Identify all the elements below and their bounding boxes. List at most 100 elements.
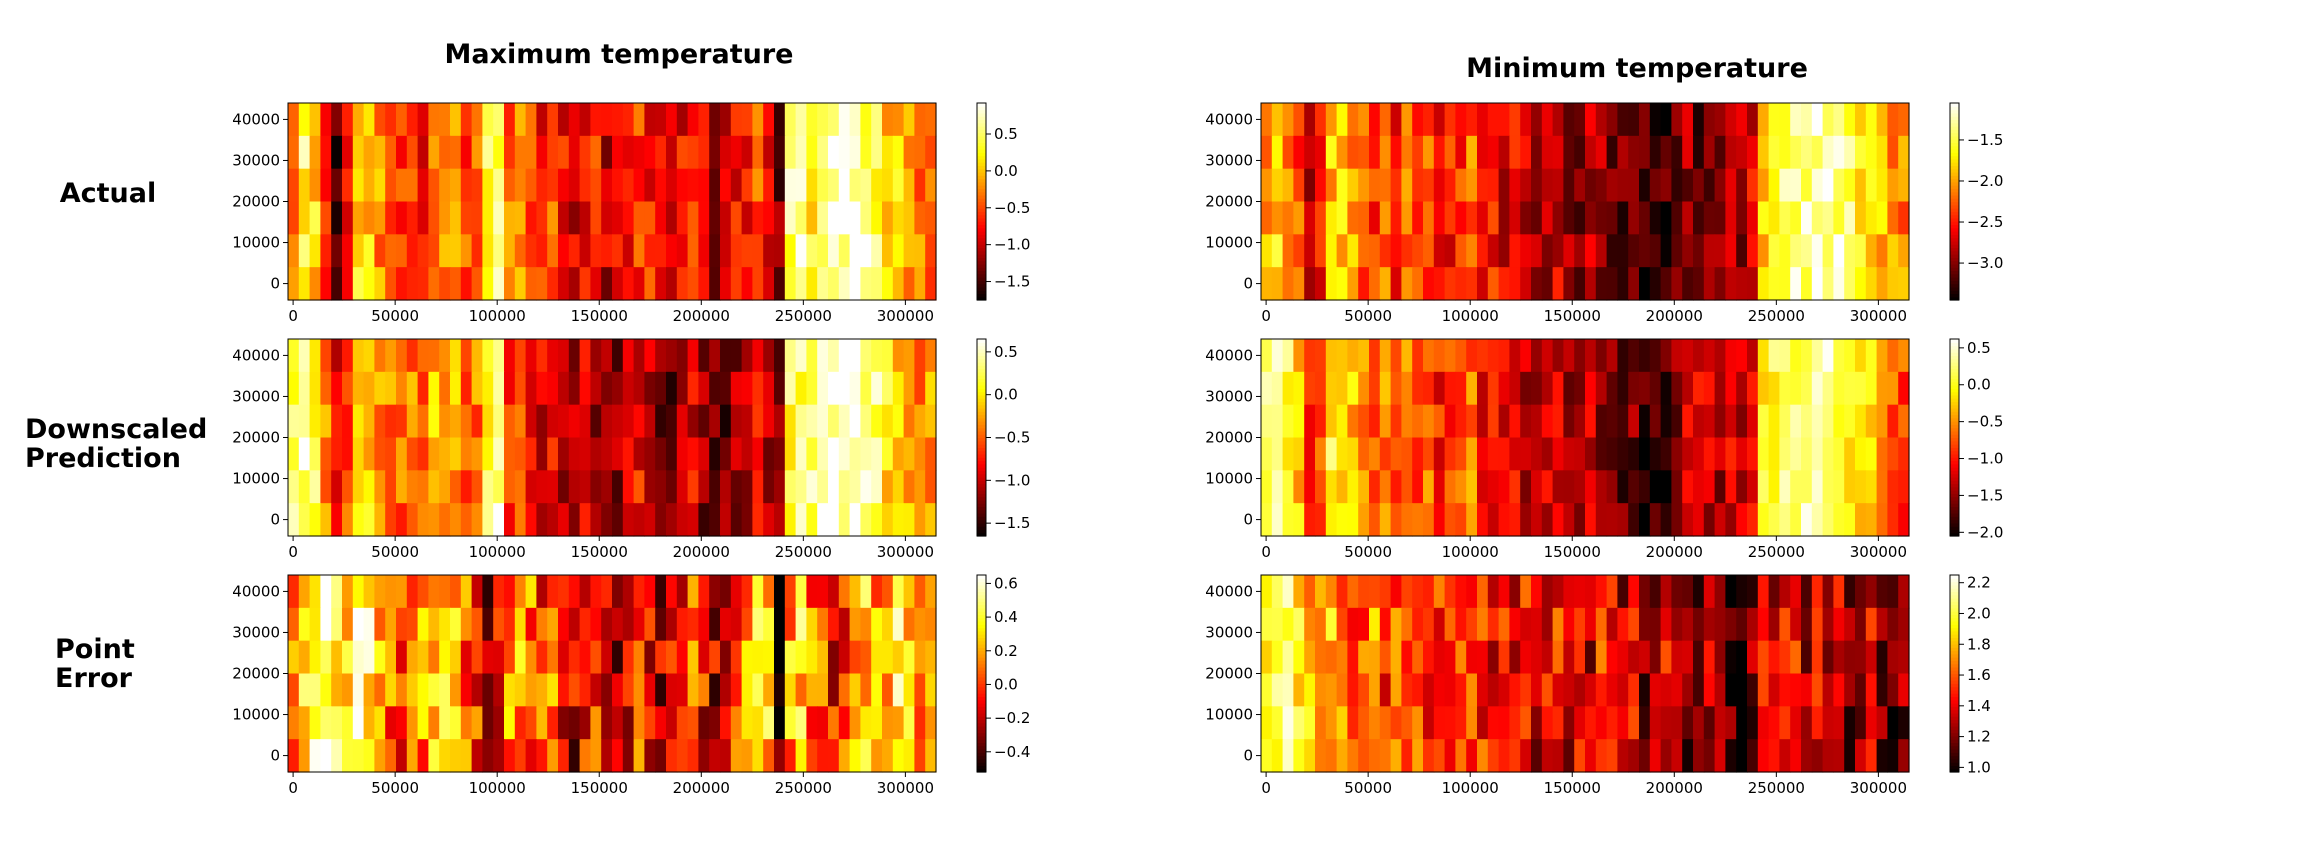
heatmap-cell	[1660, 404, 1672, 439]
heatmap-cell	[1811, 234, 1824, 268]
heatmap-cell	[342, 404, 354, 439]
heatmap-cell	[547, 739, 559, 773]
heatmap-cell	[1649, 673, 1662, 707]
heatmap-cell	[849, 135, 861, 170]
colorbar-segment	[1950, 663, 1959, 668]
heatmap-cell	[806, 267, 818, 301]
heatmap-cell	[795, 470, 807, 504]
colorbar-segment	[977, 112, 986, 117]
heatmap-cell	[655, 201, 667, 235]
heatmap-cell	[817, 135, 829, 170]
colorbar-segment	[977, 211, 986, 216]
heatmap-cell	[1628, 437, 1640, 471]
heatmap-cell	[1304, 673, 1316, 707]
colorbar-segment	[977, 417, 986, 422]
heatmap-cell	[558, 168, 570, 203]
heatmap-cell	[892, 503, 905, 537]
heatmap-cell	[838, 607, 851, 642]
heatmap-cell	[1693, 168, 1705, 203]
colorbar-segment	[1950, 293, 1959, 298]
heatmap-cell	[1347, 437, 1359, 471]
heatmap-cell	[1768, 267, 1780, 301]
colorbar-segment	[977, 706, 986, 711]
heatmap-cell	[363, 103, 375, 137]
heatmap-cell	[1423, 437, 1435, 471]
heatmap-cell	[1585, 339, 1597, 373]
heatmap-cell	[730, 503, 743, 537]
heatmap-cell	[1671, 503, 1683, 537]
colorbar-segment	[1950, 637, 1959, 642]
heatmap-cell	[1757, 168, 1770, 203]
heatmap-cell	[309, 640, 321, 675]
heatmap-cell	[655, 739, 667, 773]
heatmap-cell	[1379, 607, 1392, 642]
heatmap-cell	[298, 673, 311, 707]
heatmap-cell	[676, 201, 689, 235]
heatmap-cell	[504, 437, 516, 471]
heatmap-cell	[903, 168, 915, 203]
heatmap-cell	[417, 234, 429, 268]
heatmap-cell	[1304, 706, 1316, 740]
colorbar-segment	[977, 709, 986, 714]
heatmap-cell	[1574, 404, 1586, 439]
heatmap-cell	[1833, 503, 1845, 537]
heatmap-cell	[1671, 339, 1683, 373]
heatmap-cell	[288, 103, 300, 137]
heatmap-cell	[666, 404, 678, 439]
heatmap-cell	[1498, 706, 1510, 740]
colorbar-segment	[977, 103, 986, 107]
heatmap-cell	[1509, 607, 1521, 642]
colorbar-segment	[1950, 499, 1959, 504]
heatmap-cell	[460, 607, 473, 642]
heatmap-cell	[352, 267, 365, 301]
heatmap-cell	[1855, 575, 1867, 609]
heatmap-cell	[838, 168, 851, 203]
heatmap-cell	[590, 437, 602, 471]
colorbar-segment	[1950, 526, 1959, 531]
colorbar-segment	[1950, 247, 1959, 252]
heatmap-cell	[1628, 503, 1640, 537]
heatmap-cell	[298, 201, 311, 235]
colorbar-segment	[977, 339, 986, 343]
heatmap-cell	[1444, 607, 1456, 642]
heatmap-cell	[590, 103, 602, 137]
heatmap-cell	[1714, 103, 1726, 137]
heatmap-cell	[439, 706, 451, 740]
heatmap-cell	[1833, 640, 1845, 675]
heatmap-cell	[579, 371, 591, 406]
colorbar-segment	[1950, 214, 1959, 219]
heatmap-cell	[1509, 640, 1521, 675]
heatmap-cell	[1801, 673, 1813, 707]
heatmap-cell	[1293, 706, 1305, 740]
heatmap-cell	[579, 470, 591, 504]
heatmap-cell	[1628, 371, 1640, 406]
heatmap-cell	[633, 135, 645, 170]
colorbar-segment	[977, 434, 986, 439]
heatmap-cell	[1757, 201, 1770, 235]
colorbar-tick-label: −0.5	[994, 429, 1030, 447]
heatmap-cell	[903, 739, 915, 773]
heatmap-cell	[547, 234, 559, 268]
heatmap-cell	[1433, 267, 1446, 301]
heatmap-cell	[925, 607, 937, 642]
colorbar-segment	[1950, 273, 1959, 278]
colorbar-segment	[1950, 588, 1959, 593]
heatmap-cell	[558, 103, 570, 137]
heatmap-cell	[1282, 234, 1294, 268]
heatmap-cell	[1855, 640, 1867, 675]
heatmap-cell	[547, 201, 559, 235]
heatmap-cell	[892, 234, 905, 268]
heatmap-cell	[1606, 437, 1618, 471]
colorbar-segment	[1950, 119, 1959, 124]
heatmap-cell	[774, 673, 786, 707]
heatmap-cell	[1455, 135, 1467, 170]
heatmap-cell	[1379, 135, 1392, 170]
heatmap-cell	[320, 706, 332, 740]
heatmap-cell	[450, 503, 462, 537]
heatmap-cell	[1833, 706, 1845, 740]
heatmap-cell	[806, 640, 818, 675]
heatmap-cell	[849, 404, 861, 439]
heatmap-cell	[1369, 267, 1381, 301]
heatmap-cell	[1358, 739, 1370, 773]
heatmap-cell	[1801, 470, 1813, 504]
